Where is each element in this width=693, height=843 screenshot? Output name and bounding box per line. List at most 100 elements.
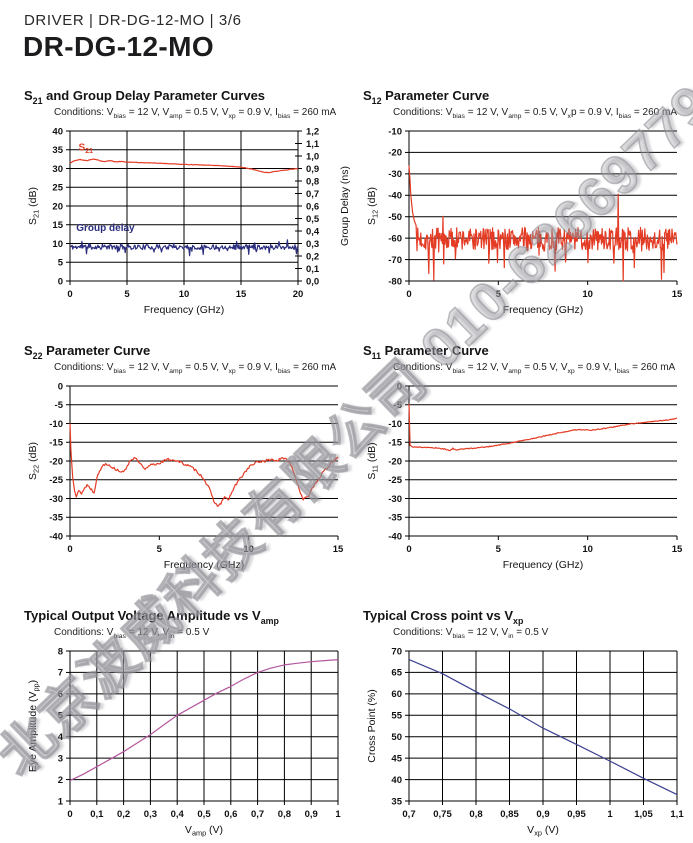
svg-text:-35: -35 [49, 513, 63, 524]
chart-title: Typical Cross point vs Vxp [363, 608, 524, 626]
svg-text:Vamp (V): Vamp (V) [185, 824, 223, 838]
svg-text:10: 10 [243, 544, 254, 555]
svg-text:-5: -5 [394, 400, 403, 411]
svg-text:-80: -80 [388, 276, 402, 287]
chart-s21-and-group-delay: S21 and Group Delay Parameter Curves Con… [24, 88, 363, 323]
svg-text:S22 (dB): S22 (dB) [27, 442, 41, 480]
svg-text:15: 15 [52, 220, 63, 231]
svg-text:20: 20 [52, 201, 63, 212]
svg-text:-30: -30 [388, 494, 402, 505]
svg-text:1,05: 1,05 [634, 809, 653, 820]
svg-text:-15: -15 [388, 438, 402, 449]
svg-text:-30: -30 [388, 169, 402, 180]
svg-text:-20: -20 [388, 148, 402, 159]
svg-text:-25: -25 [49, 475, 63, 486]
svg-text:-10: -10 [388, 419, 402, 430]
svg-text:-10: -10 [388, 126, 402, 137]
svg-text:5: 5 [157, 544, 163, 555]
plot-s12: -80 -70 -60 -50 -40 -30 -20 -10 0 5 10 15 Frequency … [366, 126, 683, 316]
svg-text:0,85: 0,85 [500, 809, 519, 820]
svg-text:0,2: 0,2 [117, 809, 130, 820]
svg-text:35: 35 [52, 145, 63, 156]
plot-s22: -40 -35 -30 -25 -20 -15 -10 -5 0 0 5 10 15 Frequency … [27, 381, 344, 571]
svg-text:5: 5 [496, 289, 502, 300]
svg-text:-10: -10 [49, 419, 63, 430]
svg-text:0: 0 [67, 289, 72, 300]
svg-text:8: 8 [58, 646, 63, 657]
chart-eye-amplitude-vs-vamp: Typical Output Voltage Amplitude vs Vamp… [24, 608, 363, 843]
svg-text:Cross Point (%): Cross Point (%) [366, 689, 378, 763]
svg-text:Frequency (GHz): Frequency (GHz) [164, 559, 245, 571]
svg-text:0: 0 [406, 544, 411, 555]
breadcrumb: DRIVER | DR-DG-12-MO | 3/6 [24, 12, 242, 29]
svg-text:0,4: 0,4 [171, 809, 185, 820]
svg-text:10: 10 [52, 239, 63, 250]
svg-text:-40: -40 [388, 191, 402, 202]
svg-text:15: 15 [672, 289, 683, 300]
svg-text:-15: -15 [49, 438, 63, 449]
svg-text:0: 0 [58, 381, 63, 392]
chart-title: S21 and Group Delay Parameter Curves [24, 88, 266, 106]
svg-text:-70: -70 [388, 255, 402, 266]
svg-text:-50: -50 [388, 212, 402, 223]
svg-text:0,1: 0,1 [306, 264, 320, 275]
svg-text:-20: -20 [49, 456, 63, 467]
plot-eye-amplitude-vs-vamp: 1 2 3 4 5 6 7 8 0 0,1 0,2 0,3 0,4 0,5 0,6 0,7 0,8 0,9 1 Vam… [27, 646, 341, 838]
svg-text:0,9: 0,9 [305, 809, 318, 820]
svg-text:Group delay: Group delay [76, 223, 135, 234]
svg-text:50: 50 [391, 732, 402, 743]
svg-text:0: 0 [406, 289, 411, 300]
svg-text:-30: -30 [49, 494, 63, 505]
svg-text:0,1: 0,1 [90, 809, 104, 820]
charts-grid: S21 and Group Delay Parameter Curves Con… [24, 88, 693, 843]
svg-text:S12 (dB): S12 (dB) [366, 187, 380, 225]
svg-text:-20: -20 [388, 456, 402, 467]
chart-conditions: Conditions: Vbias = 12 V, Vamp = 0.5 V, … [54, 107, 337, 121]
chart-s11: S11 Parameter Curve Conditions: Vbias = … [363, 343, 693, 578]
svg-text:5: 5 [124, 289, 130, 300]
chart-cross-point-vs-vxp: Typical Cross point vs Vxp Conditions: V… [363, 608, 693, 843]
svg-text:0,5: 0,5 [197, 809, 211, 820]
svg-text:0: 0 [67, 544, 72, 555]
svg-text:1,0: 1,0 [306, 151, 319, 162]
svg-text:40: 40 [52, 126, 63, 137]
svg-text:1: 1 [335, 809, 341, 820]
page-title: DR-DG-12-MO [23, 31, 215, 62]
chart-s12: S12 Parameter Curve Conditions: Vbias = … [363, 88, 693, 323]
svg-text:0,0: 0,0 [306, 276, 319, 287]
svg-text:S21 (dB): S21 (dB) [27, 187, 41, 225]
svg-text:1,1: 1,1 [306, 139, 320, 150]
svg-text:0: 0 [397, 381, 402, 392]
svg-text:0,5: 0,5 [306, 214, 320, 225]
svg-text:Group Delay (ns): Group Delay (ns) [339, 166, 351, 246]
svg-text:0,8: 0,8 [306, 176, 319, 187]
svg-text:0,4: 0,4 [306, 226, 320, 237]
chart-title: S12 Parameter Curve [363, 88, 490, 106]
svg-text:10: 10 [582, 544, 593, 555]
svg-text:2: 2 [58, 775, 63, 786]
plot-cross-point-vs-vxp: 35 40 45 50 55 60 65 70 0,7 0,75 0,8 0,85 0,9 0,95 1 1,… [366, 646, 684, 837]
svg-text:30: 30 [52, 164, 63, 175]
svg-text:Frequency (GHz): Frequency (GHz) [503, 559, 584, 571]
svg-text:1,2: 1,2 [306, 126, 319, 137]
svg-text:0,2: 0,2 [306, 251, 319, 262]
svg-text:5: 5 [496, 544, 502, 555]
svg-text:25: 25 [52, 183, 63, 194]
svg-text:-60: -60 [388, 233, 402, 244]
svg-text:Frequency (GHz): Frequency (GHz) [144, 304, 225, 316]
svg-text:Frequency (GHz): Frequency (GHz) [503, 304, 584, 316]
svg-text:0,8: 0,8 [278, 809, 291, 820]
svg-text:S21: S21 [79, 143, 94, 156]
svg-text:6: 6 [58, 689, 63, 700]
svg-text:5: 5 [58, 711, 64, 722]
svg-text:-40: -40 [49, 531, 63, 542]
svg-text:55: 55 [391, 711, 402, 722]
svg-text:35: 35 [391, 796, 402, 807]
svg-text:1: 1 [607, 809, 613, 820]
svg-text:-40: -40 [388, 531, 402, 542]
svg-text:0: 0 [58, 276, 63, 287]
chart-s22: S22 Parameter Curve Conditions: Vbias = … [24, 343, 363, 578]
svg-text:0,7: 0,7 [402, 809, 415, 820]
svg-text:0,6: 0,6 [306, 201, 319, 212]
